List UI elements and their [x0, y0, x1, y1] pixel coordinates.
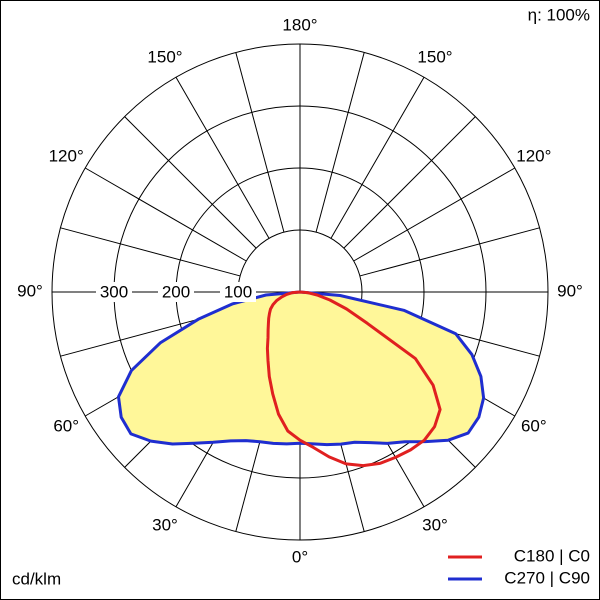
- spoke: [124, 116, 257, 249]
- angle-label: 150°: [417, 48, 452, 67]
- curve: [265, 290, 442, 468]
- angle-label: 30°: [152, 515, 178, 534]
- spoke: [175, 76, 270, 239]
- spoke: [353, 167, 516, 262]
- angle-label: 120°: [49, 146, 84, 165]
- spoke: [60, 227, 241, 277]
- radial-label: 100: [224, 282, 252, 301]
- spoke: [359, 227, 540, 277]
- radial-label: 200: [162, 282, 190, 301]
- angle-label: 90°: [557, 281, 583, 300]
- spoke: [315, 52, 365, 233]
- radial-label-bg: [96, 282, 132, 302]
- spoke: [343, 116, 476, 249]
- angle-label: 180°: [282, 15, 317, 34]
- angle-label: 60°: [53, 416, 79, 435]
- spoke: [235, 52, 285, 233]
- curve-fill: [118, 292, 484, 445]
- spoke: [84, 167, 247, 262]
- radial-label: 300: [100, 282, 128, 301]
- angle-label: 90°: [17, 281, 43, 300]
- angle-label: 0°: [292, 547, 308, 566]
- angle-label: 60°: [521, 416, 547, 435]
- angle-label: 30°: [422, 515, 448, 534]
- radial-label-bg: [220, 282, 256, 302]
- radial-label-bg: [158, 282, 194, 302]
- angle-label: 120°: [516, 146, 551, 165]
- legend-label: C270 | C90: [504, 568, 590, 587]
- efficiency-label: η: 100%: [528, 5, 590, 24]
- spoke: [330, 76, 425, 239]
- angle-label: 150°: [147, 48, 182, 67]
- unit-label: cd/klm: [12, 569, 61, 588]
- curve: [117, 290, 486, 447]
- legend-label: C180 | C0: [514, 546, 590, 565]
